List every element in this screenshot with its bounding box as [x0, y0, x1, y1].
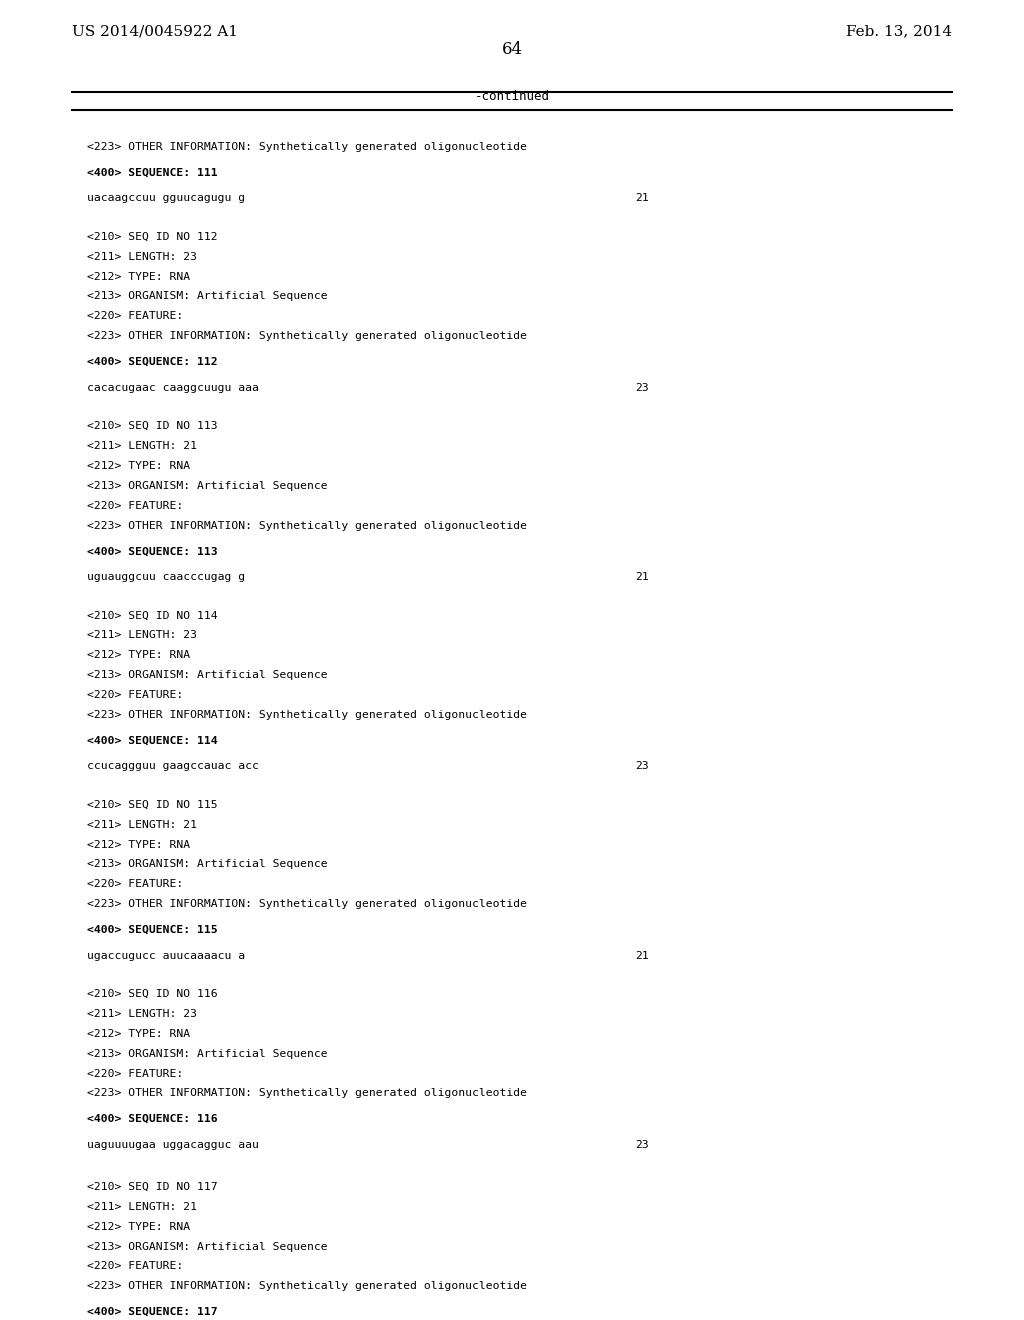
Text: <223> OTHER INFORMATION: Synthetically generated oligonucleotide: <223> OTHER INFORMATION: Synthetically g… — [87, 520, 527, 531]
Text: <210> SEQ ID NO 114: <210> SEQ ID NO 114 — [87, 611, 218, 620]
Text: Feb. 13, 2014: Feb. 13, 2014 — [846, 25, 952, 38]
Text: <400> SEQUENCE: 113: <400> SEQUENCE: 113 — [87, 546, 218, 556]
Text: <400> SEQUENCE: 117: <400> SEQUENCE: 117 — [87, 1307, 218, 1317]
Text: uguauggcuu caacccugag g: uguauggcuu caacccugag g — [87, 572, 245, 582]
Text: <211> LENGTH: 23: <211> LENGTH: 23 — [87, 631, 197, 640]
Text: <210> SEQ ID NO 117: <210> SEQ ID NO 117 — [87, 1181, 218, 1192]
Text: <210> SEQ ID NO 116: <210> SEQ ID NO 116 — [87, 989, 218, 999]
Text: <223> OTHER INFORMATION: Synthetically generated oligonucleotide: <223> OTHER INFORMATION: Synthetically g… — [87, 1089, 527, 1098]
Text: 21: 21 — [635, 950, 648, 961]
Text: <223> OTHER INFORMATION: Synthetically generated oligonucleotide: <223> OTHER INFORMATION: Synthetically g… — [87, 331, 527, 341]
Text: <220> FEATURE:: <220> FEATURE: — [87, 1069, 183, 1078]
Text: <213> ORGANISM: Artificial Sequence: <213> ORGANISM: Artificial Sequence — [87, 671, 328, 680]
Text: cacacugaac caaggcuugu aaa: cacacugaac caaggcuugu aaa — [87, 383, 259, 392]
Text: <400> SEQUENCE: 112: <400> SEQUENCE: 112 — [87, 356, 218, 367]
Text: <220> FEATURE:: <220> FEATURE: — [87, 1262, 183, 1271]
Text: <212> TYPE: RNA: <212> TYPE: RNA — [87, 651, 190, 660]
Text: <223> OTHER INFORMATION: Synthetically generated oligonucleotide: <223> OTHER INFORMATION: Synthetically g… — [87, 710, 527, 719]
Text: <213> ORGANISM: Artificial Sequence: <213> ORGANISM: Artificial Sequence — [87, 1048, 328, 1059]
Text: <223> OTHER INFORMATION: Synthetically generated oligonucleotide: <223> OTHER INFORMATION: Synthetically g… — [87, 143, 527, 152]
Text: <223> OTHER INFORMATION: Synthetically generated oligonucleotide: <223> OTHER INFORMATION: Synthetically g… — [87, 1282, 527, 1291]
Text: US 2014/0045922 A1: US 2014/0045922 A1 — [72, 25, 238, 38]
Text: 23: 23 — [635, 1140, 648, 1150]
Text: uacaagccuu gguucagugu g: uacaagccuu gguucagugu g — [87, 193, 245, 203]
Text: <212> TYPE: RNA: <212> TYPE: RNA — [87, 1028, 190, 1039]
Text: uaguuuugaa uggacagguc aau: uaguuuugaa uggacagguc aau — [87, 1140, 259, 1150]
Text: <220> FEATURE:: <220> FEATURE: — [87, 500, 183, 511]
Text: <211> LENGTH: 21: <211> LENGTH: 21 — [87, 1201, 197, 1212]
Text: <213> ORGANISM: Artificial Sequence: <213> ORGANISM: Artificial Sequence — [87, 480, 328, 491]
Text: 21: 21 — [635, 572, 648, 582]
Text: <211> LENGTH: 23: <211> LENGTH: 23 — [87, 252, 197, 261]
Text: <212> TYPE: RNA: <212> TYPE: RNA — [87, 1221, 190, 1232]
Text: <210> SEQ ID NO 113: <210> SEQ ID NO 113 — [87, 421, 218, 432]
Text: <220> FEATURE:: <220> FEATURE: — [87, 879, 183, 890]
Text: <220> FEATURE:: <220> FEATURE: — [87, 690, 183, 700]
Text: 23: 23 — [635, 762, 648, 771]
Text: <212> TYPE: RNA: <212> TYPE: RNA — [87, 272, 190, 281]
Text: 21: 21 — [635, 193, 648, 203]
Text: 64: 64 — [502, 41, 522, 58]
Text: <212> TYPE: RNA: <212> TYPE: RNA — [87, 840, 190, 850]
Text: <400> SEQUENCE: 114: <400> SEQUENCE: 114 — [87, 735, 218, 746]
Text: ugaccugucc auucaaaacu a: ugaccugucc auucaaaacu a — [87, 950, 245, 961]
Text: <211> LENGTH: 21: <211> LENGTH: 21 — [87, 441, 197, 451]
Text: <213> ORGANISM: Artificial Sequence: <213> ORGANISM: Artificial Sequence — [87, 292, 328, 301]
Text: <210> SEQ ID NO 115: <210> SEQ ID NO 115 — [87, 800, 218, 809]
Text: ccucaggguu gaagccauac acc: ccucaggguu gaagccauac acc — [87, 762, 259, 771]
Text: <400> SEQUENCE: 115: <400> SEQUENCE: 115 — [87, 925, 218, 935]
Text: <220> FEATURE:: <220> FEATURE: — [87, 312, 183, 321]
Text: <213> ORGANISM: Artificial Sequence: <213> ORGANISM: Artificial Sequence — [87, 1242, 328, 1251]
Text: <212> TYPE: RNA: <212> TYPE: RNA — [87, 461, 190, 471]
Text: <223> OTHER INFORMATION: Synthetically generated oligonucleotide: <223> OTHER INFORMATION: Synthetically g… — [87, 899, 527, 909]
Text: <210> SEQ ID NO 112: <210> SEQ ID NO 112 — [87, 232, 218, 242]
Text: 23: 23 — [635, 383, 648, 392]
Text: -continued: -continued — [474, 90, 550, 103]
Text: <213> ORGANISM: Artificial Sequence: <213> ORGANISM: Artificial Sequence — [87, 859, 328, 870]
Text: <211> LENGTH: 21: <211> LENGTH: 21 — [87, 820, 197, 830]
Text: <400> SEQUENCE: 116: <400> SEQUENCE: 116 — [87, 1114, 218, 1125]
Text: <400> SEQUENCE: 111: <400> SEQUENCE: 111 — [87, 168, 218, 178]
Text: <211> LENGTH: 23: <211> LENGTH: 23 — [87, 1008, 197, 1019]
